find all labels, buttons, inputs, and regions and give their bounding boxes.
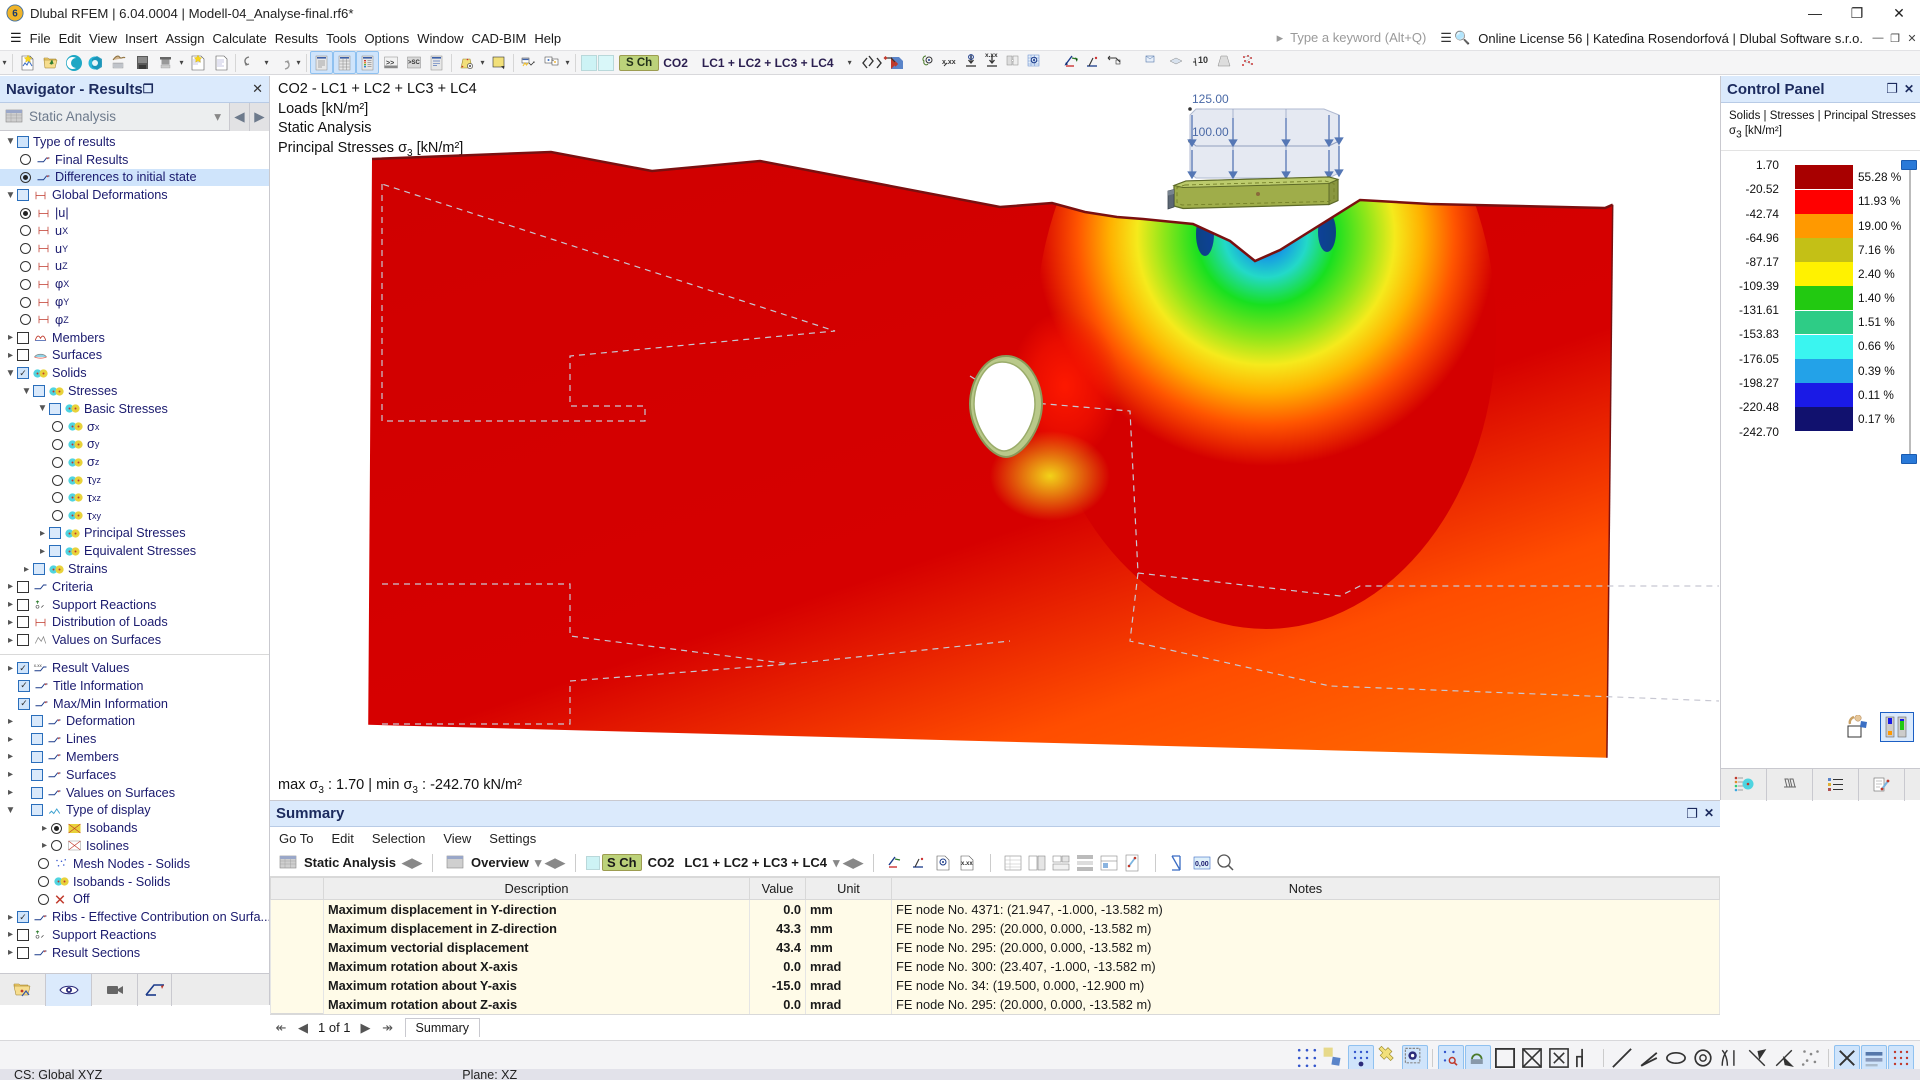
svg-text:10: 10 (1198, 55, 1208, 65)
svg-text:0,00: 0,00 (1195, 861, 1209, 868)
svg-text:125.00: 125.00 (1192, 92, 1229, 106)
svg-text:x.xx: x.xx (961, 861, 973, 867)
svg-text:6: 6 (12, 9, 18, 20)
svg-text:x.xx: x.xx (34, 663, 43, 668)
svg-text:x.xx: x.xx (942, 59, 956, 66)
svg-text:x.xx: x.xx (985, 52, 998, 59)
svg-text:>SC: >SC (408, 60, 421, 66)
svg-text:100.00: 100.00 (1192, 125, 1229, 139)
